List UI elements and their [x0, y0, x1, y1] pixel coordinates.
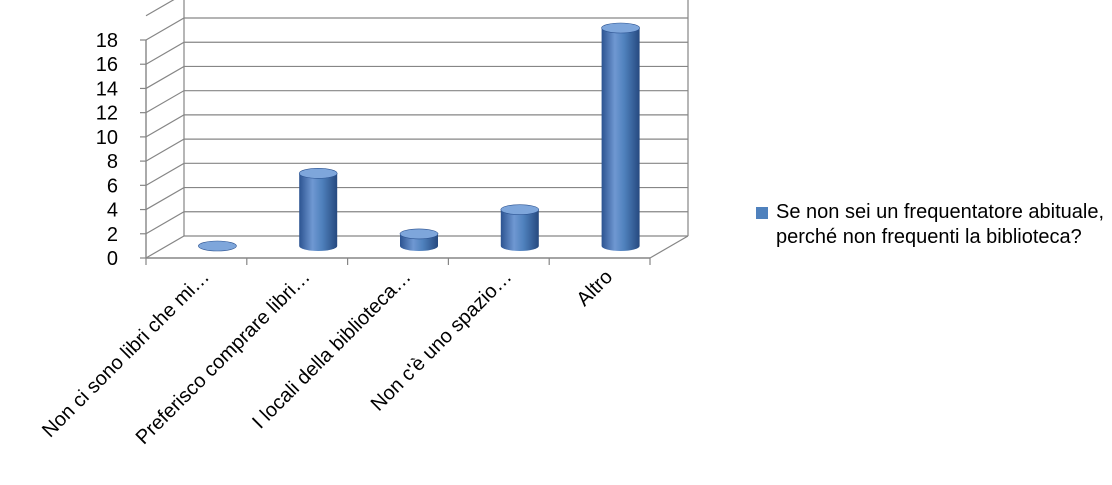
bar — [298, 168, 338, 251]
gridline — [145, 65, 688, 89]
y-tick-label: 14 — [96, 78, 118, 100]
legend: Se non sei un frequentatore abituale, pe… — [756, 200, 1106, 250]
y-tick-label: 8 — [107, 151, 118, 173]
y-tick-label: 18 — [96, 30, 118, 52]
y-tick-label: 0 — [107, 248, 118, 270]
bar — [399, 228, 439, 251]
bars — [198, 22, 640, 252]
bar-body — [601, 28, 640, 251]
bar-top — [298, 168, 338, 179]
x-tick-label: Preferisco comprare libri… — [132, 266, 315, 449]
gridline — [145, 0, 175, 17]
y-tick-label: 4 — [107, 200, 118, 222]
legend-label: Se non sei un frequentatore abituale, pe… — [776, 201, 1105, 248]
bar-top — [399, 228, 439, 240]
bar-top — [601, 22, 640, 34]
x-tick-labels: Non ci sono libri che mi…Preferisco comp… — [38, 266, 617, 449]
bar-top — [500, 204, 540, 215]
bar — [601, 22, 640, 251]
axes — [140, 39, 651, 265]
bar — [198, 240, 237, 252]
gridline — [145, 90, 688, 114]
y-tick-label: 6 — [107, 175, 118, 197]
x-tick-label: Altro — [572, 266, 617, 311]
gridline — [145, 114, 688, 138]
bar-body — [299, 173, 338, 251]
y-tick-label: 10 — [96, 127, 118, 149]
gridline — [145, 41, 688, 65]
bar — [500, 204, 540, 251]
y-tick-label: 12 — [96, 103, 118, 125]
gridline — [145, 162, 688, 186]
gridline — [145, 186, 688, 211]
floor-right-edge — [649, 235, 689, 259]
bar-top — [198, 240, 237, 252]
gridline — [145, 138, 688, 162]
legend-swatch — [756, 207, 768, 219]
bar-body — [500, 209, 539, 251]
gridline — [145, 17, 688, 41]
y-tick-label: 16 — [96, 54, 118, 76]
y-tick-label: 2 — [107, 224, 118, 246]
x-tick-label: Non ci sono libri che mi… — [38, 266, 214, 442]
gridlines — [145, 0, 688, 259]
